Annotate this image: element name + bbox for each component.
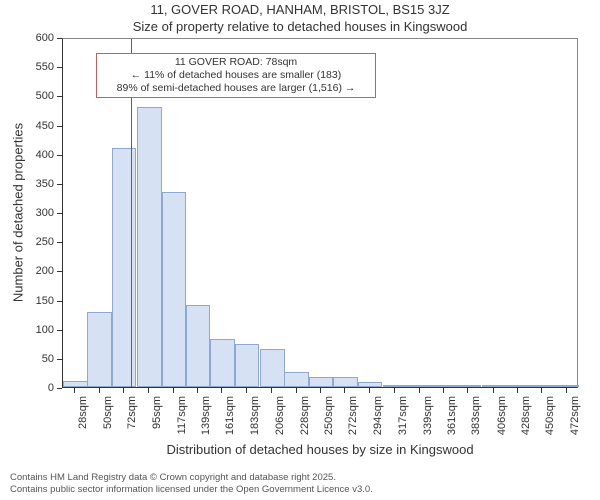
x-tick-label: 406sqm bbox=[496, 396, 508, 441]
title-line-2: Size of property relative to detached ho… bbox=[0, 19, 600, 36]
footnote-line-1: Contains HM Land Registry data © Crown c… bbox=[10, 472, 373, 484]
histogram-bar bbox=[383, 385, 408, 387]
x-tick-mark bbox=[541, 388, 542, 393]
x-tick-mark bbox=[344, 388, 345, 393]
title-line-1: 11, GOVER ROAD, HANHAM, BRISTOL, BS15 3J… bbox=[0, 2, 600, 19]
x-tick-mark bbox=[517, 388, 518, 393]
x-tick-label: 117sqm bbox=[176, 396, 188, 441]
histogram-bar bbox=[407, 385, 432, 387]
histogram-bar bbox=[162, 192, 187, 387]
footnote: Contains HM Land Registry data © Crown c… bbox=[10, 472, 373, 496]
x-tick-mark bbox=[493, 388, 494, 393]
x-tick-label: 50sqm bbox=[102, 396, 114, 441]
x-tick-mark bbox=[221, 388, 222, 393]
annotation-line-1: 11 GOVER ROAD: 78sqm bbox=[101, 56, 371, 69]
y-tick-label: 50 bbox=[14, 353, 54, 365]
histogram-bar bbox=[260, 349, 285, 388]
y-tick-mark bbox=[57, 271, 62, 272]
x-tick-label: 383sqm bbox=[470, 396, 482, 441]
histogram-bar bbox=[506, 385, 531, 387]
y-tick-label: 0 bbox=[14, 382, 54, 394]
y-tick-mark bbox=[57, 184, 62, 185]
x-tick-mark bbox=[566, 388, 567, 393]
histogram-bar bbox=[87, 312, 112, 387]
x-tick-label: 183sqm bbox=[249, 396, 261, 441]
y-tick-mark bbox=[57, 126, 62, 127]
x-tick-mark bbox=[74, 388, 75, 393]
x-tick-mark bbox=[296, 388, 297, 393]
y-tick-label: 600 bbox=[14, 32, 54, 44]
x-tick-mark bbox=[197, 388, 198, 393]
x-tick-label: 161sqm bbox=[224, 396, 236, 441]
histogram-bar bbox=[482, 385, 507, 387]
y-tick-label: 100 bbox=[14, 324, 54, 336]
histogram-bar bbox=[186, 305, 211, 387]
annotation-line-3: 89% of semi-detached houses are larger (… bbox=[101, 82, 371, 95]
y-tick-mark bbox=[57, 155, 62, 156]
histogram-bar bbox=[309, 377, 334, 388]
x-tick-label: 139sqm bbox=[200, 396, 212, 441]
x-axis-label: Distribution of detached houses by size … bbox=[62, 442, 578, 457]
annotation-box: 11 GOVER ROAD: 78sqm ← 11% of detached h… bbox=[96, 53, 376, 98]
y-tick-mark bbox=[57, 213, 62, 214]
x-tick-label: 272sqm bbox=[347, 396, 359, 441]
histogram-bar bbox=[284, 372, 309, 387]
histogram-bar bbox=[358, 382, 383, 387]
chart-container: 11, GOVER ROAD, HANHAM, BRISTOL, BS15 3J… bbox=[0, 0, 600, 500]
x-tick-label: 428sqm bbox=[520, 396, 532, 441]
x-tick-mark bbox=[443, 388, 444, 393]
histogram-bar bbox=[555, 385, 580, 387]
x-tick-label: 72sqm bbox=[126, 396, 138, 441]
y-tick-mark bbox=[57, 330, 62, 331]
x-tick-label: 294sqm bbox=[372, 396, 384, 441]
footnote-line-2: Contains public sector information licen… bbox=[10, 484, 373, 496]
annotation-line-2: ← 11% of detached houses are smaller (18… bbox=[101, 69, 371, 82]
x-tick-label: 317sqm bbox=[397, 396, 409, 441]
histogram-bar bbox=[137, 107, 162, 387]
y-tick-mark bbox=[57, 96, 62, 97]
histogram-bar bbox=[235, 344, 260, 387]
x-tick-mark bbox=[246, 388, 247, 393]
x-tick-label: 228sqm bbox=[299, 396, 311, 441]
y-tick-mark bbox=[57, 67, 62, 68]
y-tick-mark bbox=[57, 388, 62, 389]
histogram-bar bbox=[210, 339, 235, 387]
x-tick-mark bbox=[419, 388, 420, 393]
x-tick-label: 361sqm bbox=[446, 396, 458, 441]
x-tick-label: 28sqm bbox=[77, 396, 89, 441]
x-tick-mark bbox=[99, 388, 100, 393]
x-tick-label: 450sqm bbox=[544, 396, 556, 441]
y-axis-label: Number of detached properties bbox=[11, 113, 26, 313]
histogram-bar bbox=[456, 385, 481, 387]
x-tick-label: 95sqm bbox=[151, 396, 163, 441]
y-tick-label: 550 bbox=[14, 61, 54, 73]
x-tick-label: 472sqm bbox=[569, 396, 581, 441]
x-tick-mark bbox=[271, 388, 272, 393]
x-tick-mark bbox=[394, 388, 395, 393]
histogram-bar bbox=[63, 381, 88, 387]
histogram-bar bbox=[112, 148, 137, 387]
y-tick-mark bbox=[57, 359, 62, 360]
x-tick-label: 339sqm bbox=[422, 396, 434, 441]
chart-titles: 11, GOVER ROAD, HANHAM, BRISTOL, BS15 3J… bbox=[0, 0, 600, 36]
x-tick-mark bbox=[467, 388, 468, 393]
x-tick-mark bbox=[148, 388, 149, 393]
histogram-bar bbox=[530, 385, 555, 387]
histogram-bar bbox=[333, 377, 358, 388]
x-tick-label: 206sqm bbox=[274, 396, 286, 441]
x-tick-mark bbox=[320, 388, 321, 393]
histogram-bar bbox=[432, 385, 457, 387]
y-tick-mark bbox=[57, 38, 62, 39]
x-tick-mark bbox=[123, 388, 124, 393]
x-tick-mark bbox=[369, 388, 370, 393]
y-tick-mark bbox=[57, 301, 62, 302]
x-tick-label: 250sqm bbox=[323, 396, 335, 441]
x-tick-mark bbox=[173, 388, 174, 393]
y-tick-mark bbox=[57, 242, 62, 243]
y-tick-label: 500 bbox=[14, 90, 54, 102]
